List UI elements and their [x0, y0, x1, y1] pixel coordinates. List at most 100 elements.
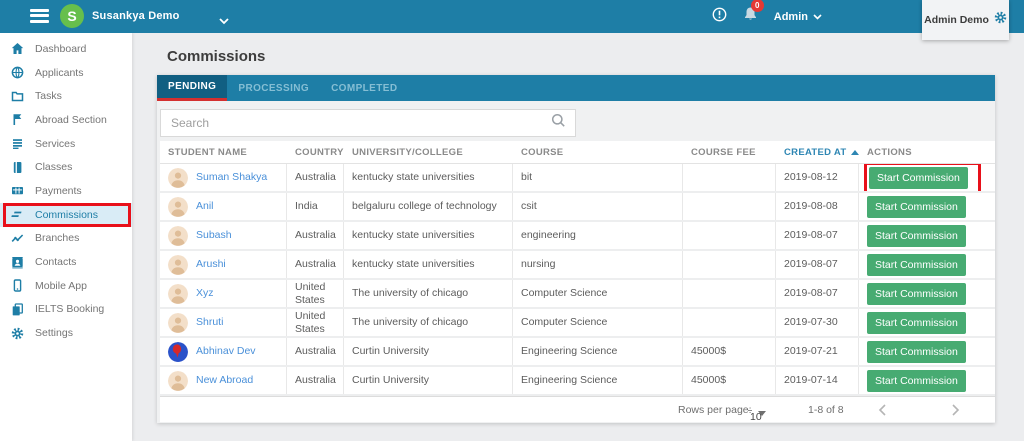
sidebar-item-label: Branches: [35, 232, 80, 245]
cell-course-fee: [683, 280, 776, 307]
brand-logo: S: [60, 4, 84, 28]
cell-course: nursing: [513, 251, 683, 278]
sort-ascending-icon: [851, 149, 859, 155]
start-commission-button[interactable]: Start Commission: [867, 195, 966, 218]
student-name-link[interactable]: Shruti: [196, 316, 224, 329]
cell-actions: Start Commission: [859, 309, 995, 336]
student-name-link[interactable]: Abhinav Dev: [196, 345, 256, 358]
col-created-at-sorted[interactable]: CREATED AT: [776, 141, 859, 163]
cell-created-at: 2019-08-12: [776, 164, 859, 191]
cell-student-name: Abhinav Dev: [160, 338, 287, 365]
menu-hamburger-icon[interactable]: [30, 9, 49, 23]
notifications-bell-icon[interactable]: 0: [743, 0, 764, 27]
col-university-college: UNIVERSITY/COLLEGE: [352, 146, 463, 158]
sidebar-item-payments[interactable]: Payments: [0, 179, 132, 203]
col-course: COURSE: [521, 146, 564, 158]
dropdown-caret-icon: [758, 411, 766, 416]
student-avatar: [168, 225, 188, 246]
cell-course-fee: [683, 222, 776, 249]
cell-university: The university of chicago: [344, 309, 513, 336]
brand-chevron-down-icon[interactable]: [219, 12, 229, 30]
start-commission-button[interactable]: Start Commission: [867, 253, 966, 276]
sidebar-item-classes[interactable]: Classes: [0, 155, 132, 179]
commissions-table: STUDENT NAME COUNTRY UNIVERSITY/COLLEGE …: [160, 141, 995, 396]
sidebar-item-commissions[interactable]: Commissions: [0, 202, 132, 227]
tab-pending[interactable]: PENDING: [157, 75, 228, 101]
cell-created-at: 2019-08-08: [776, 193, 859, 220]
tab-completed[interactable]: COMPLETED: [331, 82, 398, 94]
cell-course: Computer Science: [513, 309, 683, 336]
next-page-button[interactable]: [952, 404, 960, 419]
previous-page-button[interactable]: [878, 404, 886, 419]
book-icon: [10, 160, 24, 174]
cell-course-fee: 45000$: [683, 367, 776, 394]
sidebar-nav: Dashboard Applicants Tasks Abroad Sectio…: [0, 33, 132, 441]
cell-university: kentucky state universities: [344, 251, 513, 278]
start-commission-button[interactable]: Start Commission: [867, 340, 966, 363]
cell-university: Curtin University: [344, 367, 513, 394]
tab-bar: PENDING PROCESSING COMPLETED: [157, 75, 995, 101]
search-input[interactable]: [161, 116, 551, 130]
cell-country: United States: [287, 280, 344, 307]
col-country: COUNTRY: [295, 146, 344, 158]
cell-course: Engineering Science: [513, 338, 683, 365]
sidebar-item-dashboard[interactable]: Dashboard: [0, 37, 132, 61]
sidebar-item-mobile-app[interactable]: Mobile App: [0, 274, 132, 298]
start-commission-button[interactable]: Start Commission: [867, 369, 966, 392]
table-header-row: STUDENT NAME COUNTRY UNIVERSITY/COLLEGE …: [160, 141, 995, 164]
sidebar-item-contacts[interactable]: Contacts: [0, 250, 132, 274]
alert-circle-icon[interactable]: [712, 7, 727, 27]
cell-country: Australia: [287, 222, 344, 249]
sidebar-item-branches[interactable]: Branches: [0, 227, 132, 251]
cell-course: Engineering Science: [513, 367, 683, 394]
student-name-link[interactable]: Subash: [196, 229, 232, 242]
student-avatar: [168, 196, 188, 217]
sidebar-item-abroad-section[interactable]: Abroad Section: [0, 108, 132, 132]
start-commission-button[interactable]: Start Commission: [869, 166, 968, 189]
admin-demo-menu[interactable]: Admin Demo: [922, 0, 1009, 40]
start-commission-button[interactable]: Start Commission: [867, 311, 966, 334]
admin-demo-label: Admin Demo: [924, 14, 989, 26]
sidebar-item-ielts-booking[interactable]: IELTS Booking: [0, 298, 132, 322]
cell-country: United States: [287, 309, 344, 336]
settings-gear-icon: [994, 11, 1007, 29]
sidebar-item-label: Commissions: [35, 208, 99, 221]
sidebar-item-services[interactable]: Services: [0, 132, 132, 156]
student-name-link[interactable]: Suman Shakya: [196, 171, 268, 184]
start-commission-button[interactable]: Start Commission: [867, 224, 966, 247]
student-name-link[interactable]: New Abroad: [196, 374, 254, 387]
start-commission-button[interactable]: Start Commission: [867, 282, 966, 305]
cell-course: Computer Science: [513, 280, 683, 307]
cell-student-name: Arushi: [160, 251, 287, 278]
student-name-link[interactable]: Xyz: [196, 287, 214, 300]
cell-actions: Start Commission: [859, 193, 995, 220]
cell-course-fee: [683, 193, 776, 220]
sidebar-item-label: IELTS Booking: [35, 303, 105, 316]
table-pagination-footer: Rows per page: 10 1-8 of 8: [160, 396, 995, 423]
sidebar-item-applicants[interactable]: Applicants: [0, 61, 132, 85]
sidebar-item-settings[interactable]: Settings: [0, 321, 132, 345]
cell-course: bit: [513, 164, 683, 191]
page-title: Commissions: [167, 48, 266, 65]
student-avatar: [168, 254, 188, 275]
search-magnifier-icon[interactable]: [551, 113, 566, 133]
cell-actions: Start Commission: [859, 338, 995, 365]
admin-menu[interactable]: Admin: [774, 11, 822, 23]
col-actions: ACTIONS: [867, 146, 912, 158]
rows-per-page-select[interactable]: 10: [748, 404, 766, 423]
sidebar-item-label: Applicants: [35, 66, 84, 79]
sidebar-item-label: Services: [35, 137, 76, 150]
cell-country: Australia: [287, 251, 344, 278]
student-name-link[interactable]: Arushi: [196, 258, 226, 271]
cell-university: kentucky state universities: [344, 222, 513, 249]
student-name-link[interactable]: Anil: [196, 200, 214, 213]
cell-created-at: 2019-08-07: [776, 222, 859, 249]
sidebar-item-label: Contacts: [35, 256, 77, 269]
notification-badge: 0: [750, 0, 764, 12]
flag-icon: [10, 113, 24, 127]
copy-icon: [10, 302, 24, 316]
cell-course-fee: 45000$: [683, 338, 776, 365]
sidebar-item-tasks[interactable]: Tasks: [0, 84, 132, 108]
tab-processing[interactable]: PROCESSING: [238, 82, 310, 94]
cell-university: belgaluru college of technology: [344, 193, 513, 220]
